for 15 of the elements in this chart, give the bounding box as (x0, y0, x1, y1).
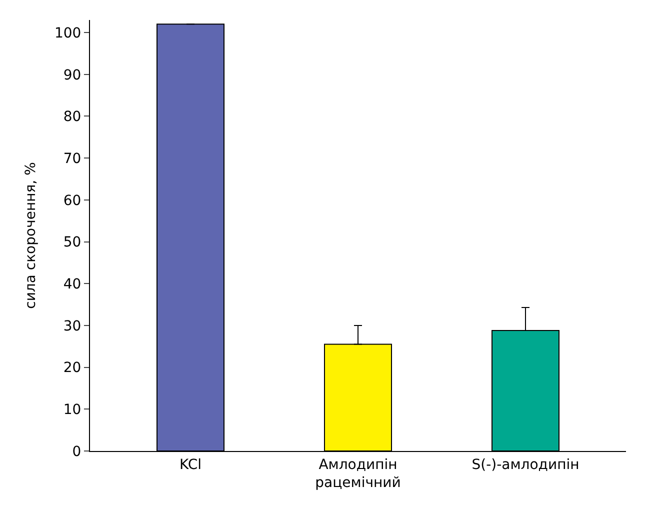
y-axis-title: сила скорочення, % (23, 162, 40, 309)
y-tick-label: 20 (63, 360, 82, 376)
x-tick-label: S(-)-амлодипін (472, 456, 580, 473)
y-tick-label: 30 (63, 318, 82, 334)
y-tick-label: 10 (63, 402, 82, 418)
y-tick-label: 100 (54, 25, 82, 42)
y-tick-label: 90 (63, 67, 82, 84)
y-tick-label: 60 (63, 192, 82, 209)
y-tick-label: 40 (63, 276, 82, 293)
x-tick-label: KCl (179, 456, 202, 473)
y-tick-label: 0 (72, 444, 82, 460)
y-tick-label: 70 (63, 150, 82, 167)
y-tick-label: 50 (63, 234, 82, 251)
y-tick-label: 80 (63, 109, 82, 126)
x-tick-label: Амлодипін рацемічний (315, 456, 401, 491)
